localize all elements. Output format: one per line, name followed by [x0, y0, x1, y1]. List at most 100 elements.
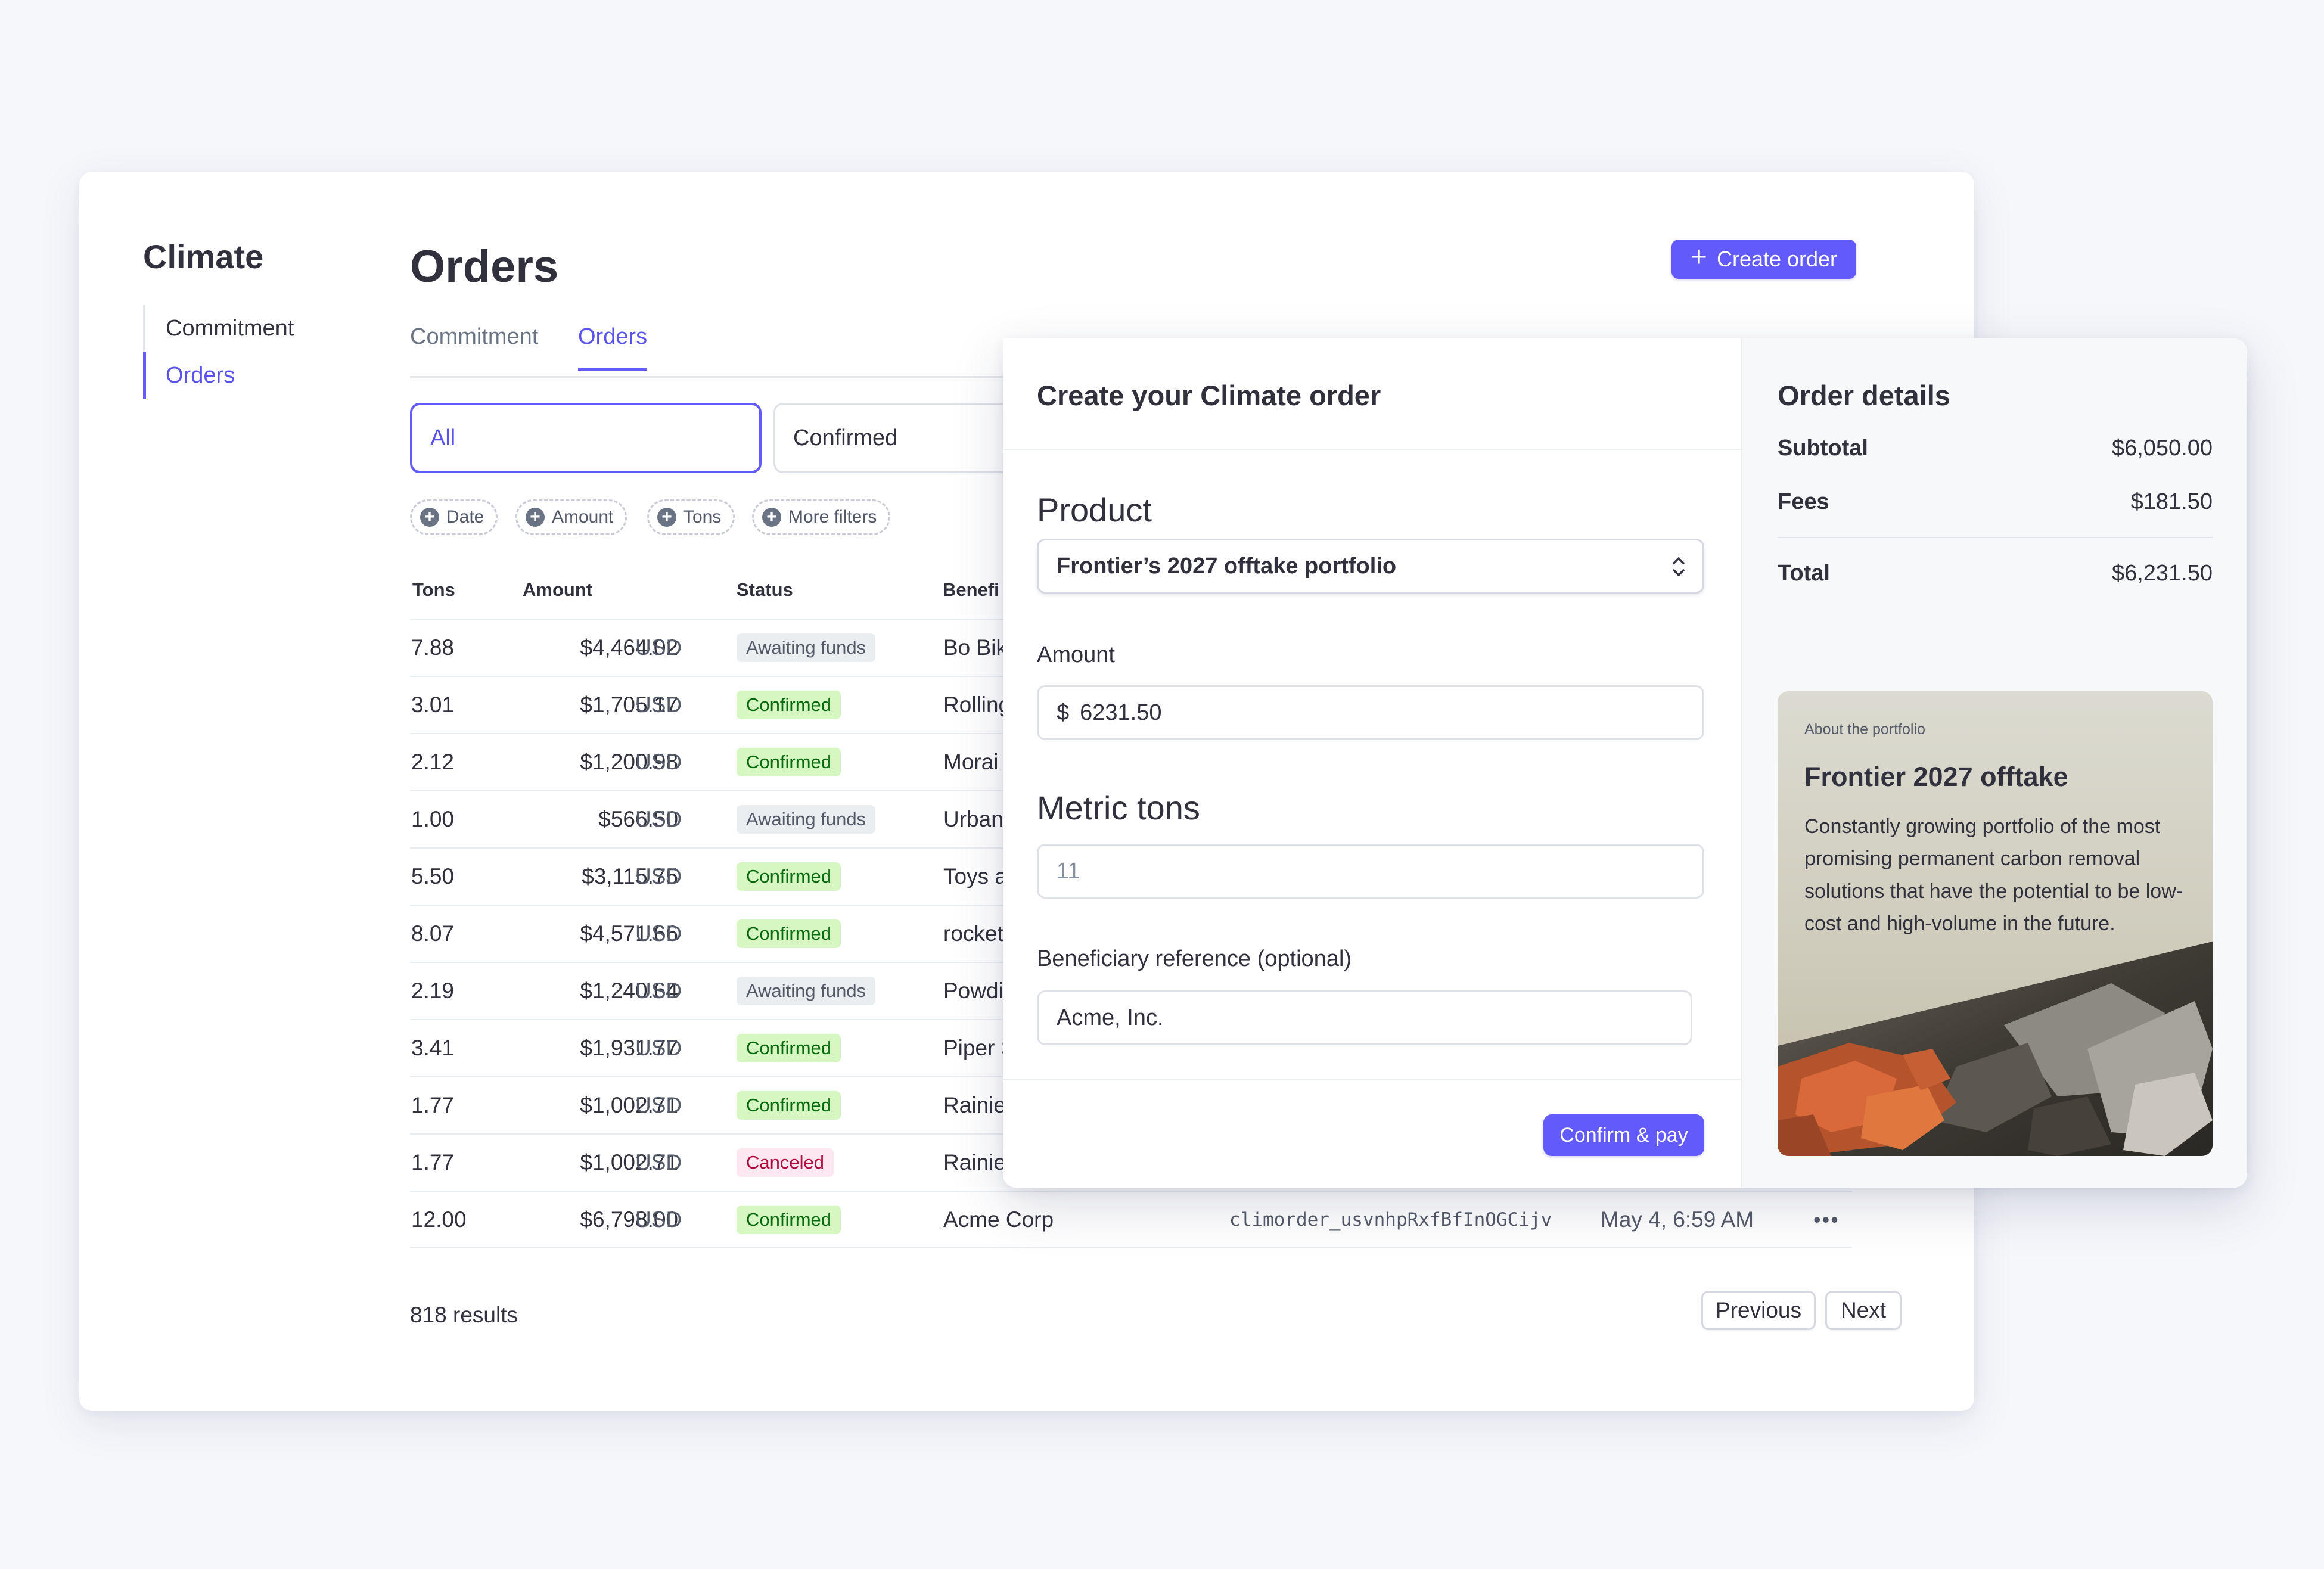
fees-row: Fees $181.50: [1778, 489, 2213, 515]
beneficiary-cell: Bo Bik: [943, 635, 1007, 660]
status-badge: Canceled: [737, 1148, 834, 1177]
tons-cell: 1.77: [411, 1093, 455, 1117]
beneficiary-cell: Rainie: [943, 1093, 1006, 1117]
column-header-status[interactable]: Status: [737, 579, 793, 600]
beneficiary-cell: Powdi: [943, 978, 1003, 1003]
currency-cell: USD: [635, 978, 682, 1003]
amount-cell: $1,002.71: [580, 1150, 678, 1175]
amount-input[interactable]: $ 6231.50: [1037, 685, 1704, 740]
beneficiary-cell: Urban: [943, 807, 1003, 831]
status-badge: Confirmed: [737, 862, 841, 891]
status-cell: Confirmed: [737, 1020, 841, 1076]
product-select-value: Frontier’s 2027 offtake portfolio: [1057, 553, 1397, 579]
column-header-beneficiary[interactable]: Benefi: [943, 579, 999, 600]
table-row[interactable]: 2.19 $1,240.64 USD Awaiting funds Powdi: [410, 962, 1852, 1019]
portfolio-card[interactable]: About the portfolio Frontier 2027 offtak…: [1778, 691, 2213, 1156]
sidebar-nav: Commitment Orders: [143, 305, 322, 399]
segment-all-label: All: [430, 425, 456, 450]
status-badge: Confirmed: [737, 1206, 841, 1234]
beneficiary-input[interactable]: Acme, Inc.: [1037, 990, 1692, 1045]
create-order-label: Create order: [1716, 247, 1838, 271]
status-cell: Canceled: [737, 1135, 834, 1191]
total-value: $6,231.50: [2111, 561, 2213, 586]
currency-cell: USD: [635, 750, 682, 774]
beneficiary-cell: rocket: [943, 921, 1003, 946]
filter-date[interactable]: + Date: [410, 499, 498, 535]
status-badge: Awaiting funds: [737, 805, 876, 834]
currency-cell: USD: [635, 1036, 682, 1060]
modal-title: Create your Climate order: [1037, 380, 1381, 411]
currency-cell: USD: [635, 1207, 682, 1232]
status-cell: Confirmed: [737, 1192, 841, 1248]
beneficiary-cell: Morai: [943, 750, 999, 774]
status-cell: Confirmed: [737, 1077, 841, 1133]
date-cell: May 4, 6:59 AM: [1601, 1207, 1754, 1232]
filter-date-label: Date: [446, 507, 484, 527]
plus-icon: +: [1690, 241, 1707, 273]
status-cell: Confirmed: [737, 849, 841, 905]
rock-image: [1778, 942, 2213, 1156]
tons-cell: 12.00: [411, 1207, 467, 1232]
currency-cell: USD: [635, 1093, 682, 1117]
status-badge: Confirmed: [737, 748, 841, 776]
tons-cell: 1.77: [411, 1150, 455, 1175]
metric-tons-placeholder: 11: [1057, 858, 1080, 884]
create-order-button[interactable]: + Create order: [1671, 240, 1856, 279]
fees-value: $181.50: [2130, 489, 2213, 514]
column-header-amount[interactable]: Amount: [523, 579, 593, 600]
page-title: Orders: [410, 241, 559, 292]
order-details-panel: Order details Subtotal $6,050.00 Fees $1…: [1741, 338, 2247, 1188]
column-header-tons[interactable]: Tons: [412, 579, 455, 600]
status-badge: Confirmed: [737, 691, 841, 719]
status-badge: Awaiting funds: [737, 977, 876, 1005]
product-label: Product: [1037, 491, 1152, 529]
confirm-pay-button[interactable]: Confirm & pay: [1543, 1114, 1704, 1156]
previous-button[interactable]: Previous: [1701, 1291, 1816, 1330]
amount-label: Amount: [1037, 642, 1115, 667]
beneficiary-cell: Acme Corp: [943, 1207, 1054, 1232]
currency-cell: USD: [635, 635, 682, 660]
tab-orders[interactable]: Orders: [578, 324, 648, 371]
product-select[interactable]: Frontier’s 2027 offtake portfolio: [1037, 539, 1704, 594]
total-label: Total: [1778, 561, 1830, 586]
metric-tons-label: Metric tons: [1037, 789, 1200, 827]
order-details-title: Order details: [1778, 380, 1950, 411]
segment-confirmed-label: Confirmed: [793, 425, 898, 450]
amount-cell: $566.50: [598, 807, 678, 831]
table-row[interactable]: 12.00 $6,798.00 USD Confirmed Acme Corp climo…: [410, 1191, 1852, 1248]
beneficiary-cell: Toys a: [943, 864, 1007, 888]
table-row[interactable]: 7.88 $4,464.02 USD Awaiting funds Bo Bik: [410, 619, 1852, 676]
app-title: Climate: [143, 238, 264, 275]
filter-amount[interactable]: + Amount: [515, 499, 627, 535]
chevron-updown-icon: [1673, 557, 1685, 576]
beneficiary-cell: Rolling: [943, 692, 1011, 717]
currency-prefix: $: [1057, 700, 1070, 725]
orders-table: 7.88 $4,464.02 USD Awaiting funds Bo Bik 3.01…: [410, 619, 1852, 1248]
filter-tons[interactable]: + Tons: [647, 499, 735, 535]
results-count: 818 results: [410, 1303, 518, 1327]
tons-cell: 2.19: [411, 978, 455, 1003]
tons-cell: 3.01: [411, 692, 455, 717]
amount-cell: $6,798.00: [580, 1207, 678, 1232]
metric-tons-input[interactable]: 11: [1037, 844, 1704, 899]
sidebar-item-commitment[interactable]: Commitment: [166, 316, 294, 341]
currency-cell: USD: [635, 921, 682, 946]
ellipsis-icon[interactable]: •••: [1813, 1207, 1840, 1232]
order-form: Create your Climate order Product Fronti…: [1003, 338, 1741, 1188]
next-button[interactable]: Next: [1825, 1291, 1902, 1330]
status-cell: Confirmed: [737, 677, 841, 733]
currency-cell: USD: [635, 1150, 682, 1175]
status-badge: Awaiting funds: [737, 633, 876, 662]
filter-more[interactable]: + More filters: [752, 499, 891, 535]
divider: [1003, 449, 1741, 450]
portfolio-kicker: About the portfolio: [1804, 721, 1925, 738]
sidebar-item-orders[interactable]: Orders: [143, 352, 322, 399]
amount-cell: $4,464.02: [580, 635, 678, 660]
subtotal-value: $6,050.00: [2111, 436, 2213, 461]
segment-all[interactable]: All: [410, 403, 762, 473]
status-cell: Awaiting funds: [737, 620, 876, 676]
tons-cell: 7.88: [411, 635, 455, 660]
tab-commitment[interactable]: Commitment: [410, 324, 539, 349]
tons-cell: 1.00: [411, 807, 455, 831]
plus-circle-icon: +: [762, 508, 781, 527]
